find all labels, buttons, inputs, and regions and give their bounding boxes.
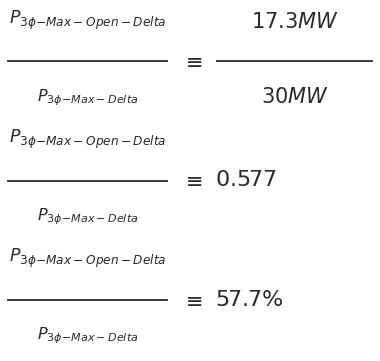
Text: $\mathit{57.7\%}$: $\mathit{57.7\%}$ (215, 289, 283, 310)
Text: $\mathit{P_{3\phi\mathit{-Max-Open-Delta}}}$: $\mathit{P_{3\phi\mathit{-Max-Open-Delta… (9, 247, 166, 270)
Text: $\equiv$: $\equiv$ (181, 170, 203, 191)
Text: $\mathit{P_{3\phi\mathit{-Max-Delta}}}$: $\mathit{P_{3\phi\mathit{-Max-Delta}}}$ (36, 87, 138, 108)
Text: $\equiv$: $\equiv$ (181, 290, 203, 310)
Text: $\mathit{17.3MW}$: $\mathit{17.3MW}$ (250, 12, 339, 32)
Text: $\mathit{30MW}$: $\mathit{30MW}$ (261, 87, 328, 107)
Text: $\mathit{0.577}$: $\mathit{0.577}$ (215, 170, 277, 191)
Text: $\mathit{P_{3\phi\mathit{-Max-Delta}}}$: $\mathit{P_{3\phi\mathit{-Max-Delta}}}$ (36, 206, 138, 227)
Text: $\equiv$: $\equiv$ (181, 51, 203, 71)
Text: $\mathit{P_{3\phi\mathit{-Max-Delta}}}$: $\mathit{P_{3\phi\mathit{-Max-Delta}}}$ (36, 326, 138, 346)
Text: $\mathit{P_{3\phi\mathit{-Max-Open-Delta}}}$: $\mathit{P_{3\phi\mathit{-Max-Open-Delta… (9, 9, 166, 32)
Text: $\mathit{P_{3\phi\mathit{-Max-Open-Delta}}}$: $\mathit{P_{3\phi\mathit{-Max-Open-Delta… (9, 128, 166, 151)
